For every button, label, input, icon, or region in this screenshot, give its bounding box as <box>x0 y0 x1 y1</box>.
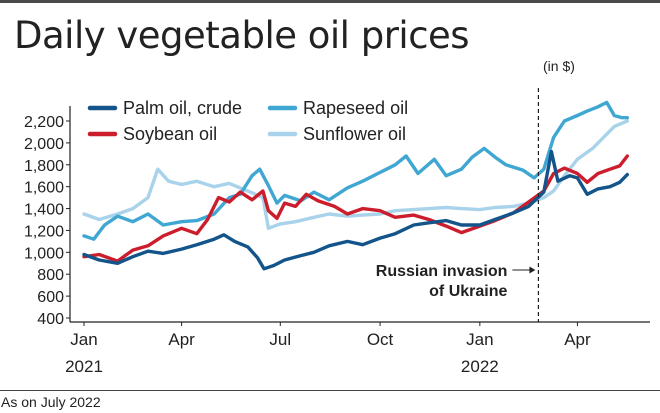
y-tick-label: 1,600 <box>24 180 64 197</box>
bottom-rule <box>0 390 660 391</box>
x-tick-label: Oct <box>367 330 394 349</box>
x-tick-label: Jan <box>466 330 493 349</box>
x-tick-label: Jan <box>70 330 97 349</box>
x-tick-label: Apr <box>564 330 591 349</box>
footer-note: As on July 2022 <box>1 394 101 410</box>
x-tick-year-label: 2021 <box>65 357 103 376</box>
y-tick-label: 1,000 <box>24 245 64 262</box>
series-line-palm-oil-crude <box>82 149 629 271</box>
series-line-soybean-oil <box>82 154 629 263</box>
annotation-group: Russian invasion of Ukraine <box>376 88 539 322</box>
chart-title: Daily vegetable oil prices <box>14 14 470 57</box>
y-tick-label: 400 <box>37 311 64 328</box>
legend-group: Palm oil, crude Rapeseed oil Soybean oil Su… <box>87 98 408 144</box>
legend-label: Soybean oil <box>123 124 217 144</box>
y-tick-label: 1,800 <box>24 158 64 175</box>
top-rule <box>0 0 660 3</box>
x-tick-year-label: 2022 <box>461 357 499 376</box>
series-line-rapeseed-oil <box>82 100 629 241</box>
y-tick-label: 2,000 <box>24 136 64 153</box>
unit-note: (in $) <box>543 58 575 74</box>
annotation-label: Russian invasion <box>376 263 508 280</box>
legend-label: Sunflower oil <box>303 124 406 144</box>
x-tick-label: Jul <box>269 330 291 349</box>
y-tick-label: 1,400 <box>24 202 64 219</box>
y-tick-label: 2,200 <box>24 114 64 131</box>
y-tick-label: 800 <box>37 267 64 284</box>
series-line-sunflower-oil <box>82 119 629 231</box>
y-tick-label: 1,200 <box>24 223 64 240</box>
y-tick-label: 600 <box>37 289 64 306</box>
legend-label: Rapeseed oil <box>303 98 408 118</box>
annotation-label: of Ukraine <box>429 283 507 300</box>
annotation-arrow-head <box>529 266 536 274</box>
series-lines-group <box>82 100 629 271</box>
axes-group: 2,200 2,000 1,800 1,600 1,400 1,200 1,000 800 60… <box>24 106 650 376</box>
legend-label: Palm oil, crude <box>123 98 242 118</box>
x-tick-label: Apr <box>168 330 195 349</box>
